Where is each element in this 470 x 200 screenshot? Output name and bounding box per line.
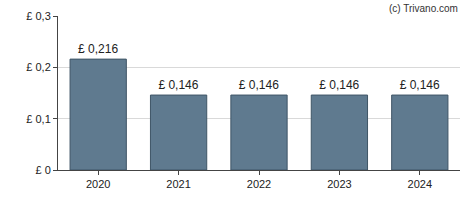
svg-text:£ 0,2: £ 0,2	[26, 61, 50, 73]
svg-text:£ 0,146: £ 0,146	[400, 78, 440, 92]
svg-text:£ 0,1: £ 0,1	[26, 113, 50, 125]
svg-text:£ 0,216: £ 0,216	[78, 42, 118, 56]
svg-text:2022: 2022	[247, 178, 271, 190]
svg-text:2021: 2021	[166, 178, 190, 190]
svg-text:2023: 2023	[327, 178, 351, 190]
svg-text:£ 0,146: £ 0,146	[319, 78, 359, 92]
svg-text:£ 0,146: £ 0,146	[239, 78, 279, 92]
svg-text:(c) Trivano.com: (c) Trivano.com	[389, 3, 458, 14]
svg-text:2024: 2024	[408, 178, 432, 190]
svg-text:2020: 2020	[86, 178, 110, 190]
svg-text:£ 0,3: £ 0,3	[26, 10, 50, 22]
svg-text:£ 0: £ 0	[36, 164, 51, 176]
svg-text:£ 0,146: £ 0,146	[158, 78, 198, 92]
